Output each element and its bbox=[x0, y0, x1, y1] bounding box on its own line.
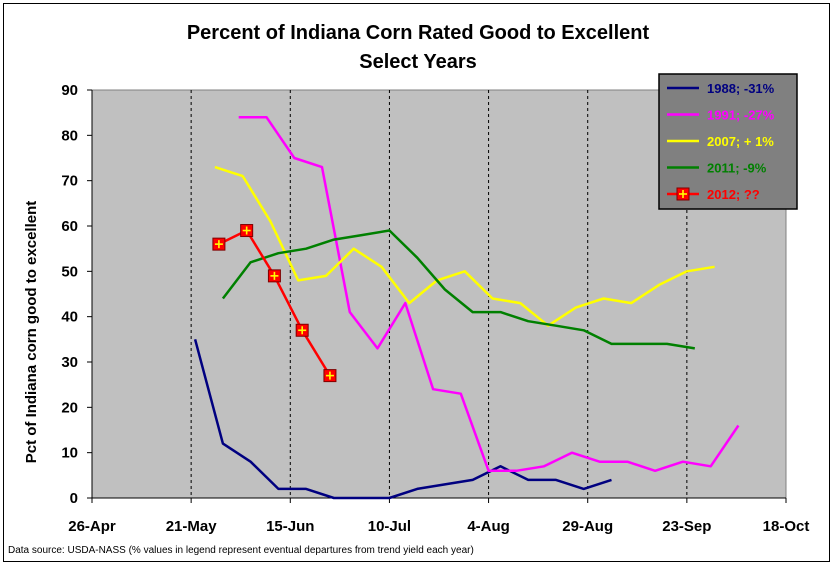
data-point bbox=[240, 224, 254, 238]
legend-entry: 1991; -27% bbox=[707, 108, 775, 123]
y-tick-label: 0 bbox=[70, 490, 78, 507]
data-point bbox=[295, 323, 309, 337]
series-line bbox=[193, 338, 612, 500]
y-tick-label: 20 bbox=[61, 399, 78, 416]
source-note: Data source: USDA-NASS (% values in lege… bbox=[8, 545, 474, 556]
x-tick-label: 15-Jun bbox=[266, 518, 314, 535]
data-point bbox=[267, 269, 281, 283]
y-tick-label: 80 bbox=[61, 127, 78, 144]
y-tick-label: 70 bbox=[61, 173, 78, 190]
series-line bbox=[214, 165, 715, 327]
x-tick-label: 18-Oct bbox=[763, 518, 810, 535]
y-tick-label: 30 bbox=[61, 354, 78, 371]
legend-entry: 1988; -31% bbox=[707, 81, 775, 96]
data-point bbox=[212, 237, 226, 251]
y-tick-label: 60 bbox=[61, 218, 78, 235]
series-line bbox=[238, 115, 740, 473]
chart-subtitle: Select Years bbox=[359, 51, 477, 73]
y-tick-label: 90 bbox=[61, 82, 78, 99]
legend-entry: 2012; ?? bbox=[707, 187, 760, 202]
legend-entry: 2011; -9% bbox=[707, 161, 767, 176]
x-tick-label: 10-Jul bbox=[368, 518, 411, 535]
chart-title: Percent of Indiana Corn Rated Good to Ex… bbox=[186, 22, 650, 44]
legend-marker bbox=[676, 187, 690, 201]
x-tick-label: 4-Aug bbox=[467, 518, 510, 535]
y-tick-label: 10 bbox=[61, 445, 78, 462]
y-tick-label: 40 bbox=[61, 309, 78, 326]
y-tick-label: 50 bbox=[61, 263, 78, 280]
x-tick-label: 23-Sep bbox=[662, 518, 711, 535]
legend-entry: 2007; + 1% bbox=[707, 134, 774, 149]
data-point bbox=[323, 369, 337, 383]
series-line bbox=[221, 229, 695, 350]
x-tick-label: 26-Apr bbox=[68, 518, 116, 535]
x-tick-label: 29-Aug bbox=[562, 518, 613, 535]
x-tick-label: 21-May bbox=[166, 518, 218, 535]
